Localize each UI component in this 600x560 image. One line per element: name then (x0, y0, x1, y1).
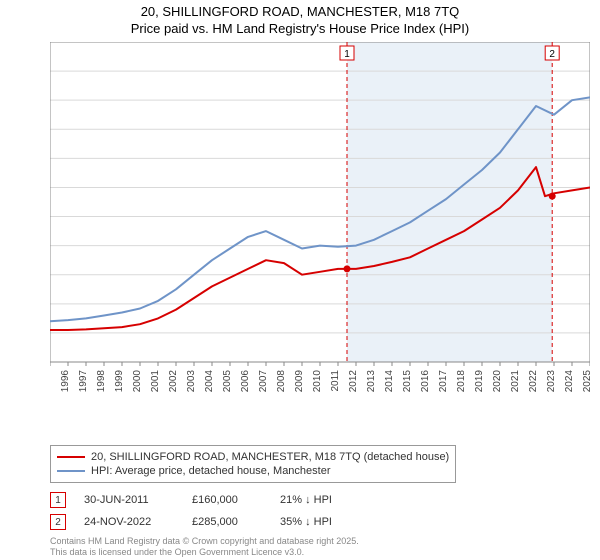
marker-date-0: 30-JUN-2011 (84, 494, 174, 506)
marker-date-1: 24-NOV-2022 (84, 516, 174, 528)
svg-text:2025: 2025 (582, 370, 590, 393)
svg-text:2021: 2021 (510, 370, 521, 393)
credit-line1: Contains HM Land Registry data © Crown c… (50, 536, 359, 547)
svg-text:2008: 2008 (276, 370, 287, 393)
svg-text:2004: 2004 (204, 370, 215, 393)
legend-swatch-1 (57, 470, 85, 472)
marker-price-1: £285,000 (192, 516, 262, 528)
svg-text:2: 2 (549, 49, 555, 60)
marker-badge-1: 2 (50, 514, 66, 530)
svg-text:2009: 2009 (294, 370, 305, 393)
svg-text:2018: 2018 (456, 370, 467, 393)
svg-text:2011: 2011 (330, 370, 341, 392)
credit-line2: This data is licensed under the Open Gov… (50, 547, 359, 558)
svg-text:2007: 2007 (258, 370, 269, 393)
svg-text:2024: 2024 (564, 370, 575, 393)
chart-container: 20, SHILLINGFORD ROAD, MANCHESTER, M18 7… (0, 0, 600, 560)
svg-text:2000: 2000 (132, 370, 143, 393)
credit-block: Contains HM Land Registry data © Crown c… (50, 536, 359, 558)
svg-text:2020: 2020 (492, 370, 503, 393)
svg-text:2005: 2005 (222, 370, 233, 393)
legend-item-0: 20, SHILLINGFORD ROAD, MANCHESTER, M18 7… (57, 450, 449, 464)
chart-svg: £0K£50K£100K£150K£200K£250K£300K£350K£40… (50, 42, 590, 402)
svg-text:2012: 2012 (348, 370, 359, 393)
title-block: 20, SHILLINGFORD ROAD, MANCHESTER, M18 7… (0, 0, 600, 38)
svg-text:2017: 2017 (438, 370, 449, 393)
marker-badge-0: 1 (50, 492, 66, 508)
marker-row-1: 2 24-NOV-2022 £285,000 35% ↓ HPI (50, 514, 360, 530)
svg-text:2014: 2014 (384, 370, 395, 393)
svg-text:2019: 2019 (474, 370, 485, 393)
svg-text:1997: 1997 (78, 370, 89, 393)
svg-text:1999: 1999 (114, 370, 125, 393)
legend-box: 20, SHILLINGFORD ROAD, MANCHESTER, M18 7… (50, 445, 456, 483)
legend-item-1: HPI: Average price, detached house, Manc… (57, 464, 449, 478)
legend-label-0: 20, SHILLINGFORD ROAD, MANCHESTER, M18 7… (91, 451, 449, 463)
svg-text:2002: 2002 (168, 370, 179, 393)
svg-text:2001: 2001 (150, 370, 161, 393)
title-line1: 20, SHILLINGFORD ROAD, MANCHESTER, M18 7… (0, 4, 600, 21)
svg-text:2010: 2010 (312, 370, 323, 393)
marker-price-0: £160,000 (192, 494, 262, 506)
svg-text:1996: 1996 (60, 370, 71, 393)
marker-delta-1: 35% ↓ HPI (280, 516, 360, 528)
svg-text:1998: 1998 (96, 370, 107, 393)
marker-row-0: 1 30-JUN-2011 £160,000 21% ↓ HPI (50, 492, 360, 508)
title-line2: Price paid vs. HM Land Registry's House … (0, 21, 600, 38)
svg-text:2003: 2003 (186, 370, 197, 393)
legend-label-1: HPI: Average price, detached house, Manc… (91, 465, 331, 477)
legend-swatch-0 (57, 456, 85, 458)
svg-text:2023: 2023 (546, 370, 557, 393)
svg-text:2013: 2013 (366, 370, 377, 393)
svg-text:2022: 2022 (528, 370, 539, 393)
marker-delta-0: 21% ↓ HPI (280, 494, 360, 506)
svg-text:2006: 2006 (240, 370, 251, 393)
svg-text:2016: 2016 (420, 370, 431, 393)
svg-text:2015: 2015 (402, 370, 413, 393)
svg-text:1995: 1995 (50, 370, 53, 393)
svg-text:1: 1 (344, 49, 350, 60)
